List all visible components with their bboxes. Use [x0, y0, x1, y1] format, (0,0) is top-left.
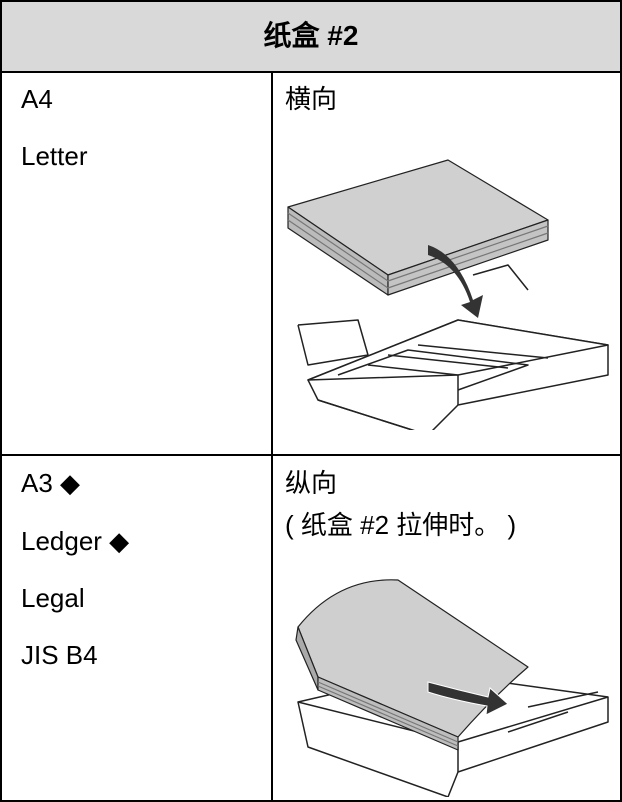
- header-title: 纸盒 #2: [263, 20, 359, 51]
- row-divider: [0, 71, 622, 73]
- paper-size: A3 ◆: [21, 468, 81, 498]
- tray-illustration-landscape: [287, 159, 609, 430]
- row-divider: [0, 454, 622, 456]
- paper-size: Legal: [21, 583, 85, 613]
- orientation-note: ( 纸盒 #2 拉伸时。 ): [285, 510, 517, 540]
- orientation: 横向: [285, 84, 338, 114]
- header: [0, 0, 622, 72]
- paper-size: Ledger ◆: [21, 526, 130, 556]
- paper-size: A4: [21, 84, 53, 114]
- column-divider: [271, 72, 273, 800]
- tray-illustration-portrait: [295, 579, 609, 797]
- orientation: 纵向: [285, 468, 338, 498]
- paper-size: JIS B4: [21, 640, 98, 670]
- paper-size: Letter: [21, 141, 88, 171]
